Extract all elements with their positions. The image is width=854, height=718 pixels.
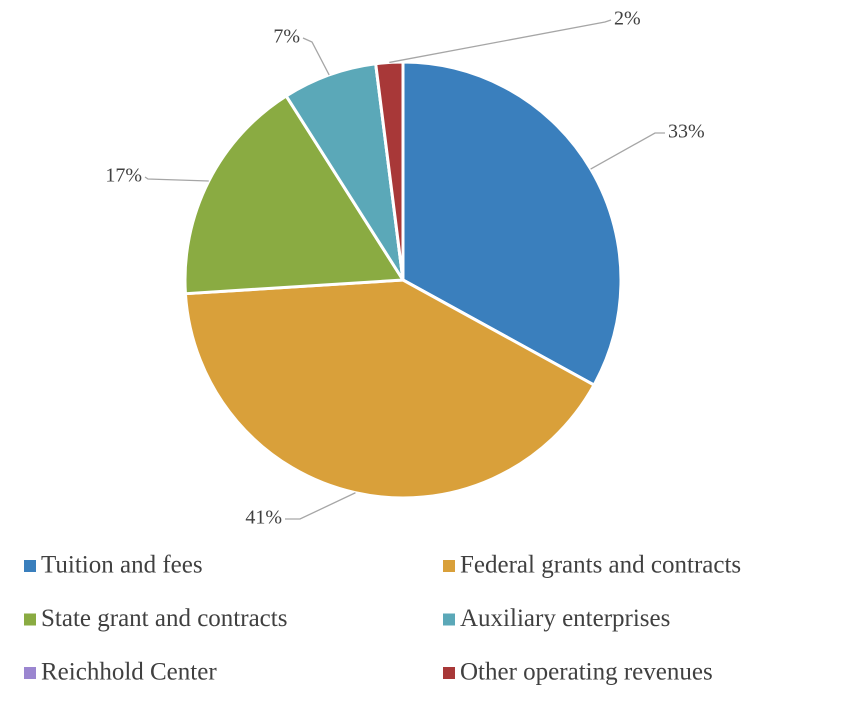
legend-label: Tuition and fees bbox=[41, 552, 203, 579]
leader-line bbox=[590, 132, 665, 170]
legend-marker bbox=[24, 667, 36, 679]
legend-label: Other operating revenues bbox=[460, 659, 713, 686]
legend-marker bbox=[24, 560, 36, 572]
legend-marker bbox=[24, 613, 36, 626]
pie-slice bbox=[401, 60, 623, 388]
data-label: 7% bbox=[273, 26, 300, 48]
legend-marker bbox=[443, 613, 455, 626]
data-label: 33% bbox=[668, 121, 705, 143]
legend-marker bbox=[443, 667, 455, 679]
legend-label: Auxiliary enterprises bbox=[460, 605, 670, 632]
legend-label: Federal grants and contracts bbox=[460, 552, 741, 579]
legend-label: State grant and contracts bbox=[41, 605, 287, 632]
pie-slice bbox=[374, 60, 405, 281]
leader-line bbox=[302, 37, 330, 76]
legend-label: Reichhold Center bbox=[41, 659, 217, 686]
pie-slice bbox=[183, 93, 406, 296]
data-label: 17% bbox=[105, 165, 142, 187]
leader-line bbox=[285, 492, 356, 520]
data-label: 2% bbox=[614, 8, 641, 30]
data-label: 41% bbox=[245, 507, 282, 529]
legend-marker bbox=[443, 560, 455, 572]
leader-line bbox=[144, 176, 209, 182]
leader-line bbox=[389, 19, 612, 64]
